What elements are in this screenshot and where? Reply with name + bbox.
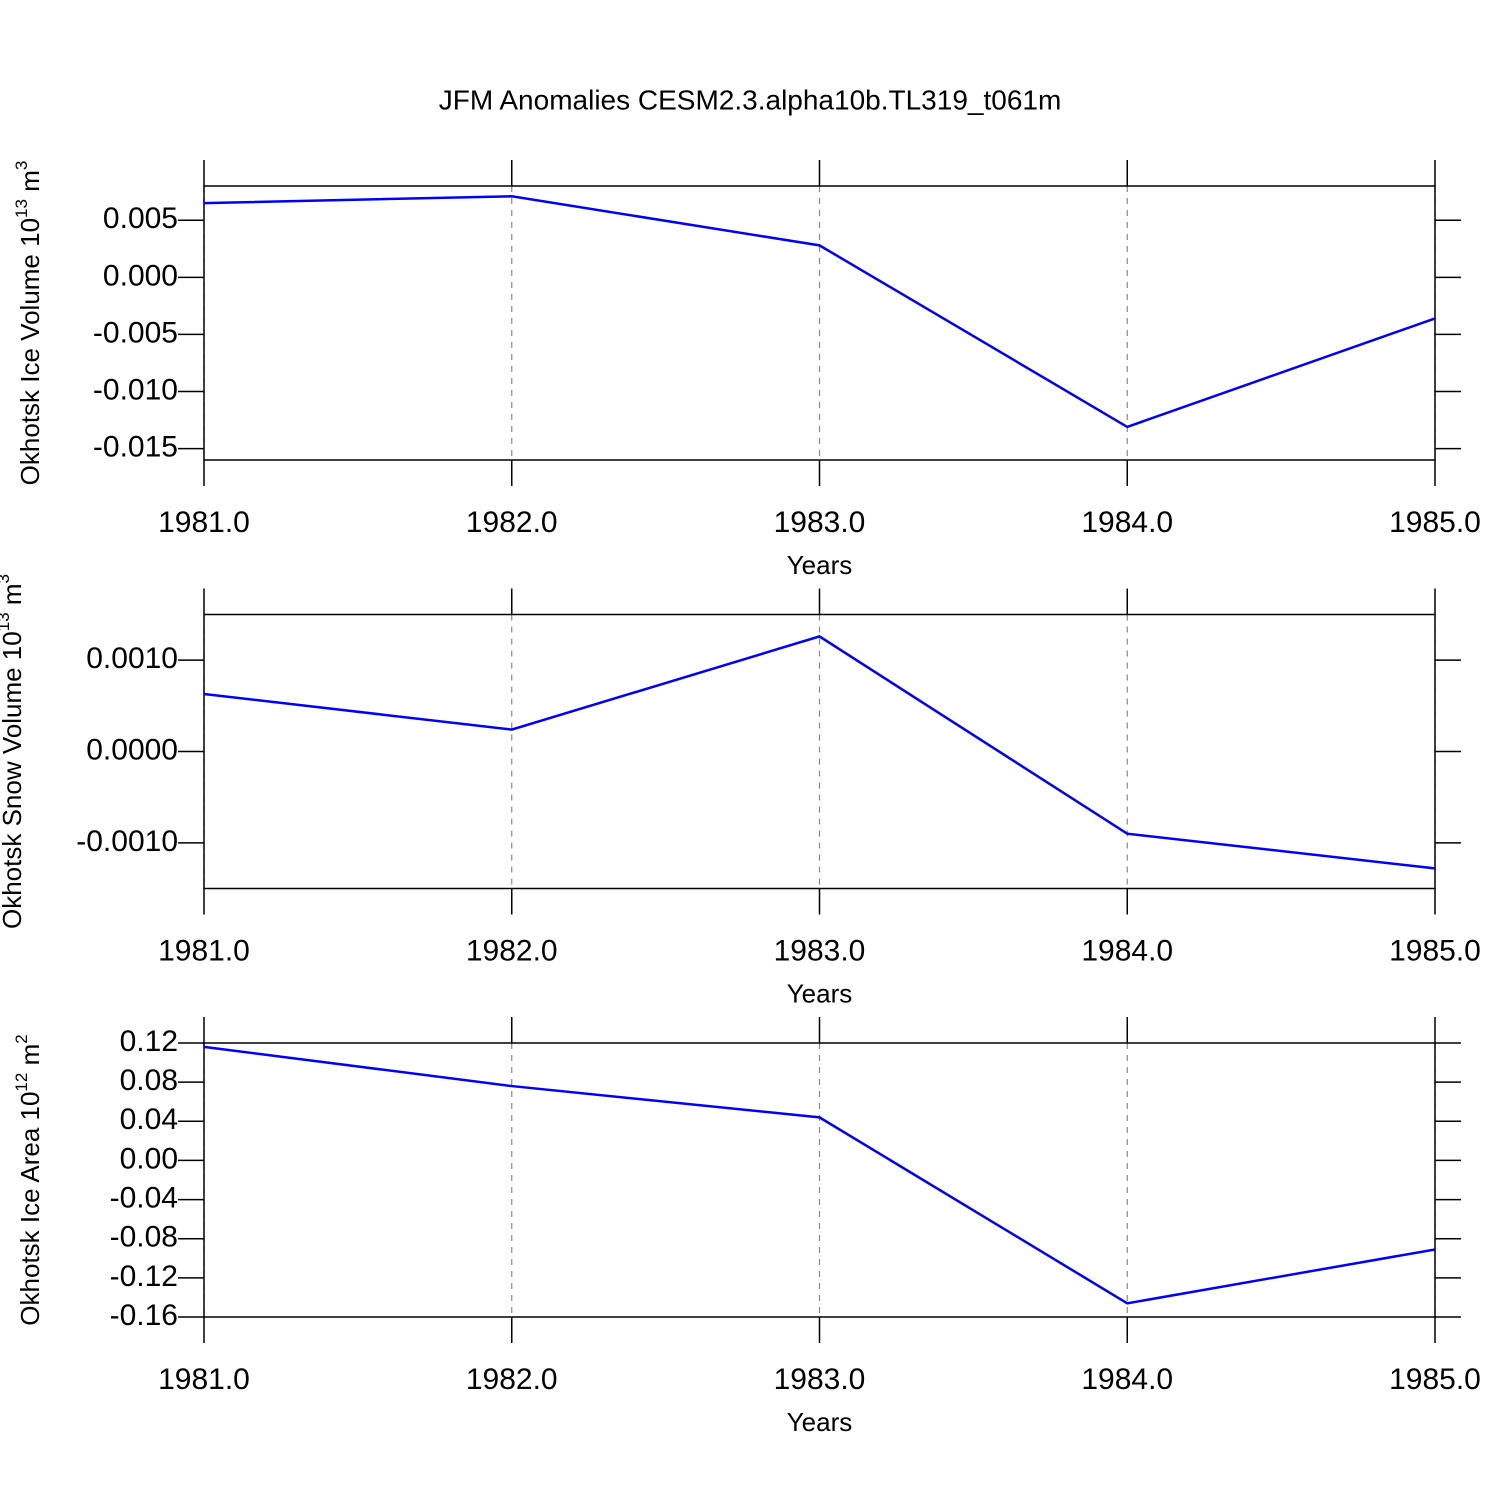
- y-label-text: m: [15, 1044, 45, 1073]
- y-label-superscript: 3: [12, 161, 31, 170]
- data-line: [203, 1045, 1436, 1305]
- x-tick-label: 1982.0: [466, 506, 558, 539]
- y-tick-label: 0.04: [120, 1103, 178, 1136]
- y-tick-label: -0.08: [110, 1221, 178, 1254]
- x-tick-label: 1984.0: [1081, 1363, 1173, 1396]
- y-tick-label: -0.010: [93, 373, 178, 406]
- x-tick-label: 1981.0: [158, 934, 250, 967]
- y-label-text: Okhotsk Snow Volume 10: [0, 631, 27, 929]
- x-axis-label: Years: [787, 1407, 853, 1437]
- y-tick-label: 0.0010: [86, 642, 178, 675]
- y-axis-label: Okhotsk Snow Volume 1013 m3: [0, 574, 27, 929]
- x-tick-label: 1985.0: [1389, 934, 1481, 967]
- x-axis-label: Years: [787, 978, 853, 1008]
- y-tick-label: 0.000: [103, 259, 178, 292]
- y-tick-label: 0.12: [120, 1025, 178, 1058]
- x-tick-label: 1982.0: [466, 1363, 558, 1396]
- x-tick-label: 1983.0: [774, 506, 866, 539]
- y-label-text: Okhotsk Ice Area 10: [15, 1092, 45, 1326]
- y-tick-label: -0.015: [93, 431, 178, 464]
- y-label-superscript: 12: [12, 1073, 31, 1092]
- x-tick-label: 1981.0: [158, 1363, 250, 1396]
- y-label-superscript: 2: [12, 1034, 31, 1043]
- x-tick-label: 1981.0: [158, 506, 250, 539]
- y-tick-label: 0.005: [103, 202, 178, 235]
- x-tick-label: 1985.0: [1389, 1363, 1481, 1396]
- y-label-text: Okhotsk Ice Volume 10: [15, 218, 45, 485]
- x-tick-label: 1984.0: [1081, 506, 1173, 539]
- y-tick-label: -0.12: [110, 1260, 178, 1293]
- y-tick-label: -0.16: [110, 1299, 178, 1332]
- x-tick-label: 1984.0: [1081, 934, 1173, 967]
- x-tick-label: 1985.0: [1389, 506, 1481, 539]
- plot-frame: [203, 1042, 1436, 1318]
- x-axis-label: Years: [787, 550, 853, 580]
- y-tick-label: -0.0010: [76, 825, 178, 858]
- y-label-superscript: 13: [12, 199, 31, 218]
- y-axis-label: Okhotsk Ice Volume 1013 m3: [12, 161, 45, 486]
- y-tick-label: -0.04: [110, 1181, 178, 1214]
- y-label-text: m: [0, 583, 27, 612]
- plot-frame: [203, 185, 1436, 461]
- plot-frame: [203, 613, 1436, 890]
- y-label-text: m: [15, 170, 45, 199]
- x-tick-label: 1983.0: [774, 1363, 866, 1396]
- y-label-superscript: 13: [0, 612, 13, 631]
- y-tick-label: 0.00: [120, 1142, 178, 1175]
- data-line: [203, 195, 1436, 429]
- y-axis-label: Okhotsk Ice Area 1012 m2: [12, 1034, 45, 1325]
- y-tick-label: -0.005: [93, 316, 178, 349]
- y-tick-label: 0.0000: [86, 733, 178, 766]
- y-tick-label: 0.08: [120, 1064, 178, 1097]
- figure-title: JFM Anomalies CESM2.3.alpha10b.TL319_t06…: [439, 84, 1062, 115]
- data-line: [203, 635, 1436, 870]
- y-label-superscript: 3: [0, 574, 13, 583]
- x-tick-label: 1983.0: [774, 934, 866, 967]
- x-tick-label: 1982.0: [466, 934, 558, 967]
